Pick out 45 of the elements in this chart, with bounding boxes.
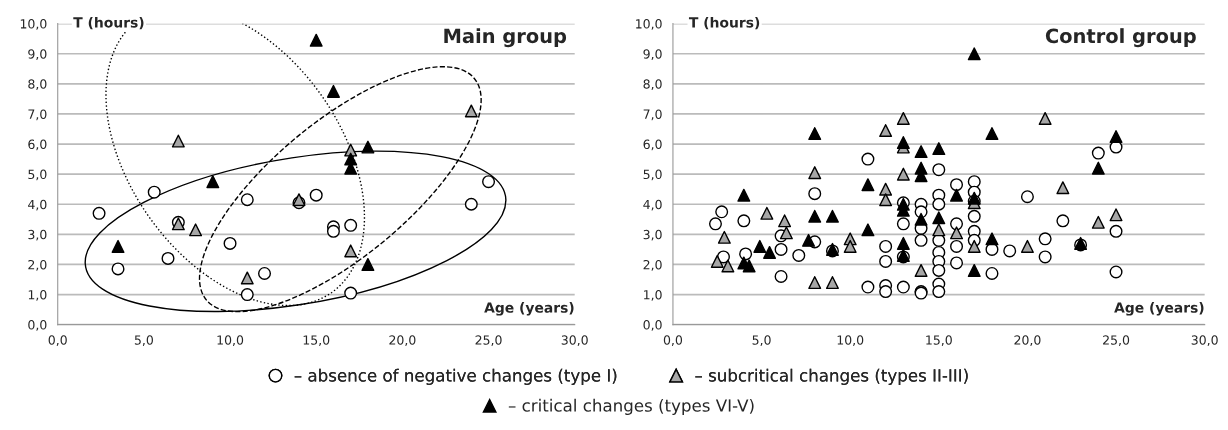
x-axis-title: Age (years) [484,302,574,316]
x-tick-label: 25,0 [475,335,502,347]
x-tick-label: 10,0 [837,335,864,347]
x-tick-label: 0,0 [663,335,683,347]
x-tick-label: 25,0 [1103,335,1130,347]
x-tick-label: 15,0 [926,335,952,347]
y-tick-label: 8,0 [28,79,47,91]
y-tick-label: 5,0 [28,169,47,181]
y-tick-label: 8,0 [643,79,662,91]
y-tick-label: 0,0 [28,320,47,331]
x-tick-label: 30,0 [561,335,588,347]
chart-title: Main group [444,28,567,48]
y-tick-label: 9,0 [28,49,47,60]
y-tick-label: 1,0 [28,290,47,301]
y-tick-label: 6,0 [28,139,47,151]
x-axis-title: Age (years) [1114,302,1204,316]
legend-label: – critical changes (types VI-V) [508,398,754,415]
y-tick-label: 0,0 [643,320,662,331]
y-tick-label: 7,0 [643,109,662,121]
y-tick-label: 9,0 [643,49,662,60]
x-tick-label: 30,0 [1191,335,1218,347]
y-tick-label: 2,0 [28,259,47,271]
x-tick-label: 5,0 [134,335,153,347]
y-tick-label: 3,0 [28,229,47,241]
y-tick-label: 6,0 [643,139,662,151]
y-tick-label: 7,0 [28,109,47,121]
legend-label: – absence of negative changes (type I) [294,368,617,385]
y-tick-label: 10,0 [636,19,662,30]
y-tick-label: 4,0 [28,199,47,211]
y-tick-label: 3,0 [643,229,662,241]
x-tick-label: 20,0 [1014,335,1041,347]
y-tick-label: 1,0 [644,290,662,301]
y-tick-label: 10,0 [20,19,47,30]
y-axis-title: T (hours) [73,16,144,30]
y-tick-label: 2,0 [643,259,662,271]
legend-label: – subcritical changes (types II-III) [695,368,968,385]
y-tick-label: 5,0 [643,169,662,181]
y-tick-label: 4,0 [643,199,662,211]
x-tick-label: 15,0 [303,335,330,347]
x-tick-label: 0,0 [48,335,67,347]
x-tick-label: 5,0 [752,335,771,347]
chart-title: Control group [1045,28,1196,48]
x-tick-label: 20,0 [389,335,416,347]
x-tick-label: 10,0 [217,335,244,347]
y-axis-title: T (hours) [688,16,760,30]
